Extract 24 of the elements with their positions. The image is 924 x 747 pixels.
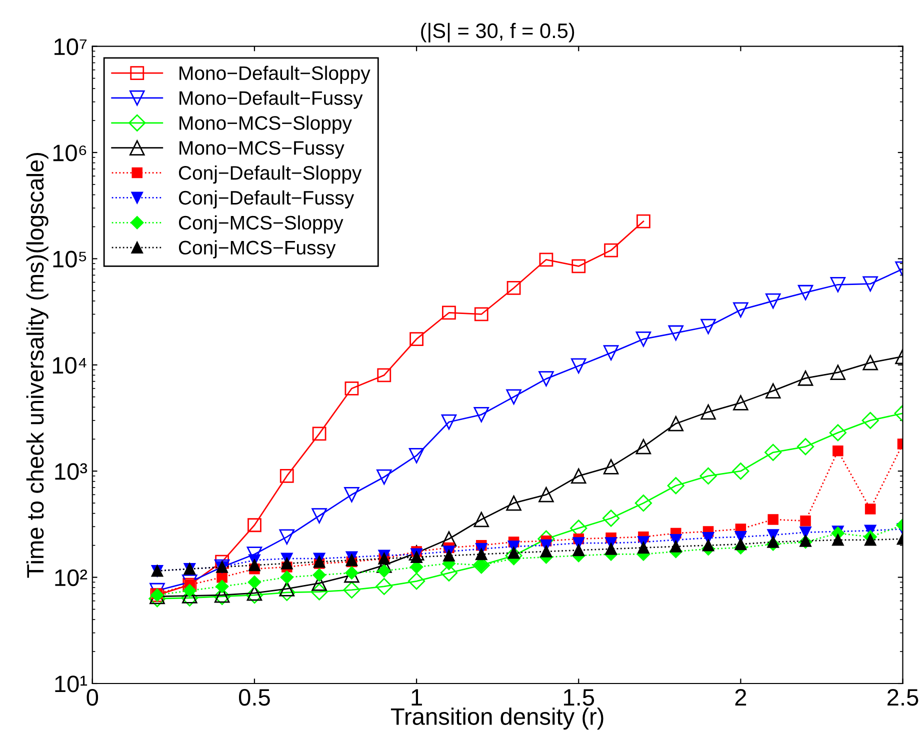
legend-label: Conj−MCS−Fussy <box>178 240 336 258</box>
y-tick-label: 10³ <box>55 463 88 480</box>
legend-label: Mono−MCS−Fussy <box>180 141 344 159</box>
y-axis-title: Time to check universality (ms)(logscale) <box>26 152 48 578</box>
x-tick-label: 1 <box>412 689 422 706</box>
legend-label: Conj−Default−Sloppy <box>178 165 362 184</box>
y-tick-label: 10⁴ <box>52 356 86 374</box>
legend-label: Mono−MCS−Sloppy <box>180 116 352 134</box>
y-tick-label: 10⁶ <box>53 144 86 162</box>
legend-label: Conj−MCS−Sloppy <box>178 215 344 234</box>
y-tick-label: 10¹ <box>55 676 88 692</box>
x-tick-label: 0.5 <box>238 688 270 706</box>
y-tick-label: 10² <box>55 569 88 586</box>
y-tick-label: 10⁷ <box>54 38 87 56</box>
x-tick-label: 2 <box>735 688 746 706</box>
x-tick-label: 2.5 <box>888 688 918 706</box>
legend-label: Mono−Default−Sloppy <box>180 66 370 84</box>
x-tick-label: 1.5 <box>564 689 594 706</box>
x-axis-title: Transition density (r) <box>390 708 604 730</box>
y-tick-label: 10⁵ <box>53 250 86 268</box>
legend-label: Mono−Default−Fussy <box>180 90 363 109</box>
chart-title: (|S| = 30, f = 0.5) <box>421 22 574 42</box>
legend-label: Conj−Default−Fussy <box>178 190 354 209</box>
x-tick-label: 0 <box>86 688 98 706</box>
